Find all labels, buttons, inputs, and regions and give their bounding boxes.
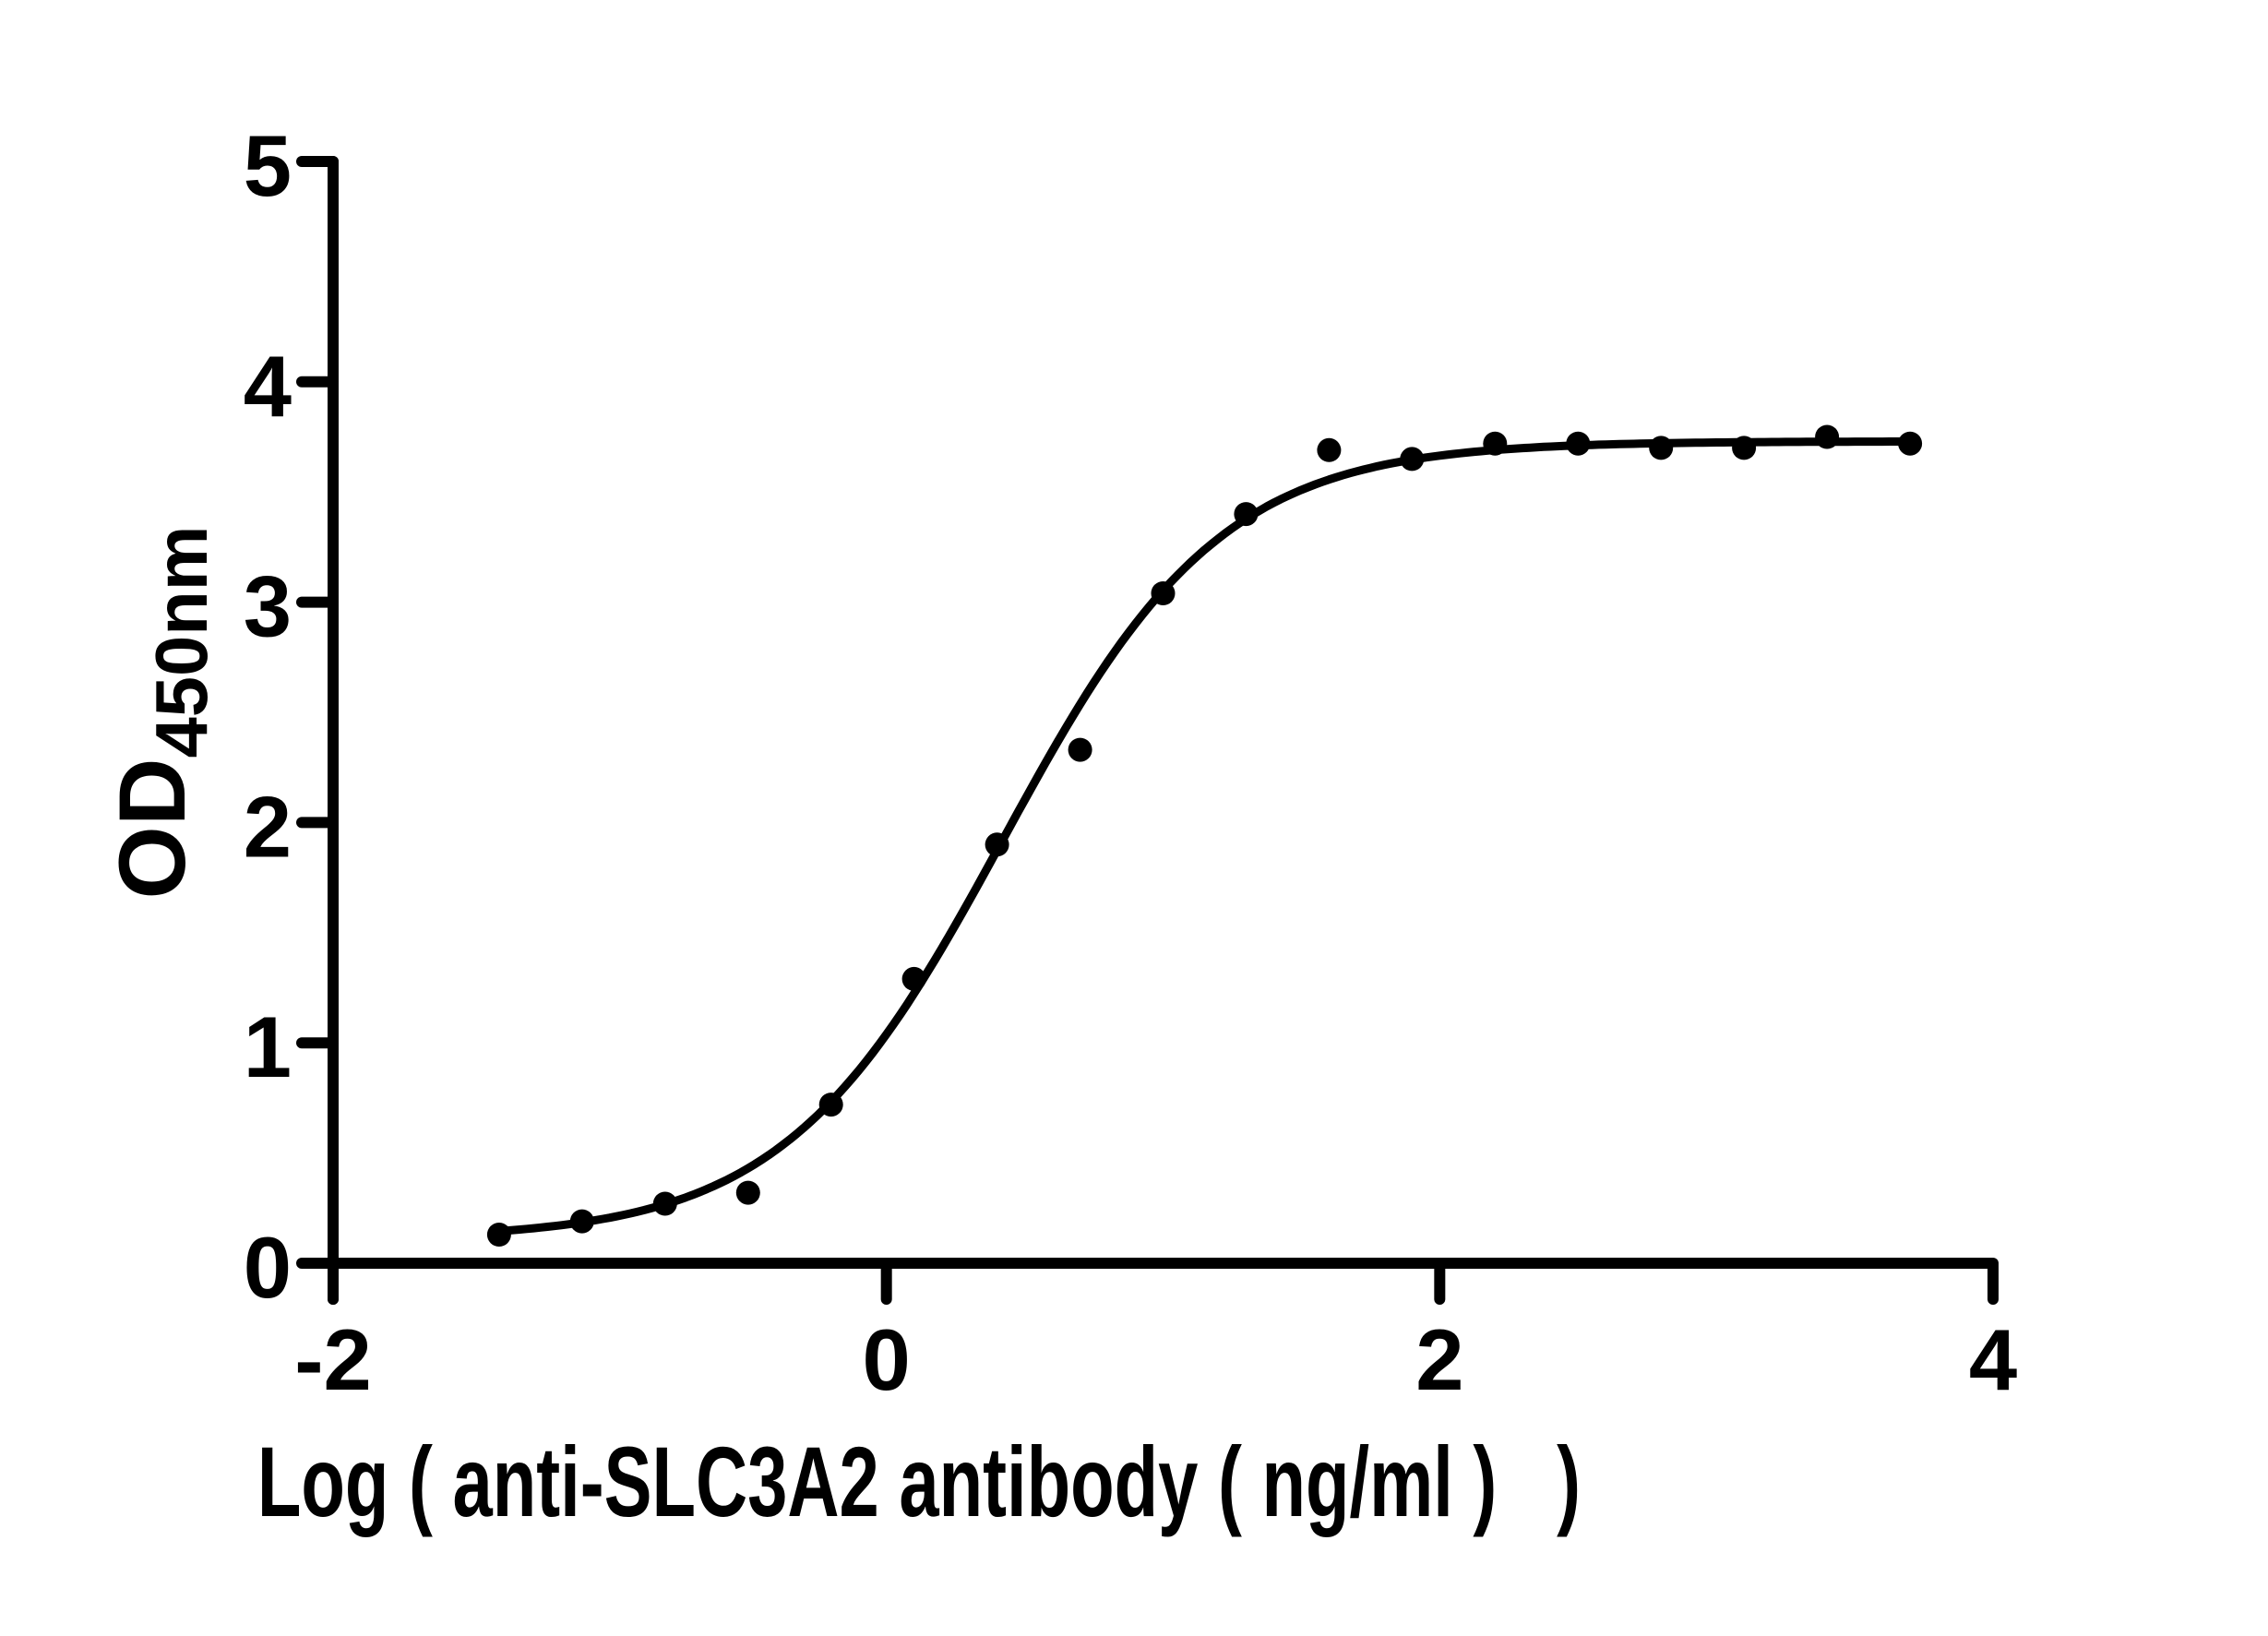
x-axis-tick-label: 4 <box>1969 1311 2017 1408</box>
x-axis-title-wrap: Log ( anti-SLC3A2 antibody ( ng/ml ) ) <box>0 1432 1814 1532</box>
data-point <box>1898 431 1923 456</box>
x-axis-tick-label: -2 <box>294 1311 372 1408</box>
data-point <box>1815 424 1840 449</box>
y-axis-tick-label: 5 <box>244 117 292 214</box>
data-point <box>1234 502 1259 527</box>
data-point <box>1649 436 1674 460</box>
data-point <box>1151 581 1176 605</box>
data-point <box>1317 437 1342 462</box>
x-axis-title: Log ( anti-SLC3A2 antibody ( ng/ml ) ) <box>257 1426 1582 1537</box>
y-axis-tick-label: 2 <box>244 778 292 875</box>
y-axis-title-subscript: 450nm <box>139 525 222 758</box>
y-axis-title: OD450nm <box>100 525 222 899</box>
x-axis-tick-label: 0 <box>863 1311 911 1408</box>
data-point <box>735 1180 760 1205</box>
data-point <box>486 1223 511 1247</box>
data-point <box>901 966 926 991</box>
y-axis-title-main: OD <box>100 758 205 900</box>
y-axis-tick-label: 3 <box>244 558 292 655</box>
y-axis-tick-label: 1 <box>244 998 292 1095</box>
y-axis-tick-label: 4 <box>244 338 292 435</box>
data-point <box>1483 431 1508 456</box>
data-point <box>1068 737 1092 762</box>
x-axis-tick-label: 2 <box>1415 1311 1463 1408</box>
data-point <box>1566 431 1591 456</box>
data-point <box>1732 436 1757 460</box>
data-point <box>985 832 1009 857</box>
data-point <box>1400 447 1425 472</box>
y-axis-tick-label: 0 <box>244 1219 292 1316</box>
data-point <box>818 1093 843 1117</box>
data-point <box>652 1191 677 1216</box>
data-point <box>569 1209 594 1234</box>
fit-curve <box>495 437 1915 1236</box>
